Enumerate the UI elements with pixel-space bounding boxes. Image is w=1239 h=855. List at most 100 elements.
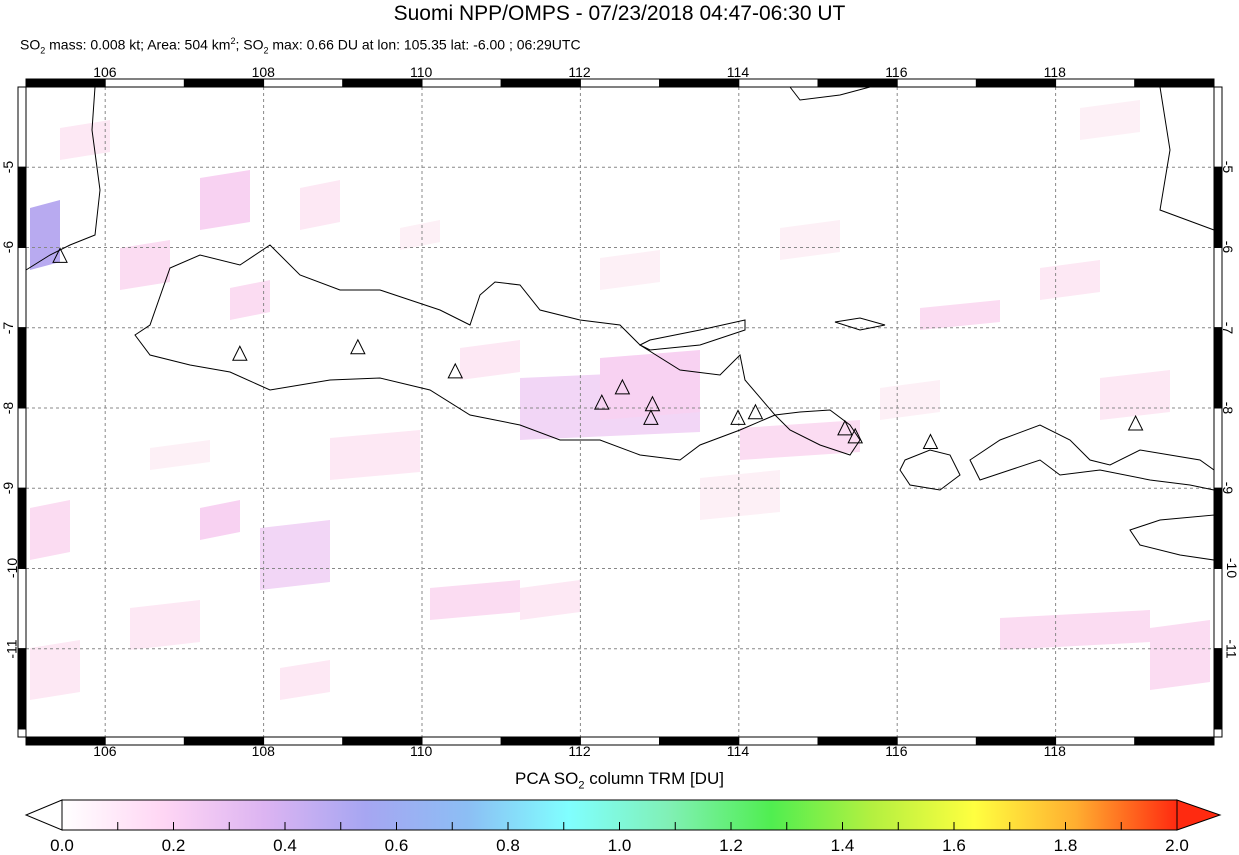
volcano-markers <box>52 247 1144 449</box>
frame-bar-right <box>1213 327 1223 409</box>
lat-tick-label-left: -6 <box>0 241 17 254</box>
colorbar-over-arrow <box>1176 799 1222 831</box>
subtitle-part: ; SO <box>235 36 264 53</box>
so2-patch <box>920 300 1000 330</box>
frame-bar-top <box>25 78 106 88</box>
frame-bar-bottom <box>579 736 661 746</box>
subscript: 2 <box>263 45 269 56</box>
lon-tick-label-top: 108 <box>251 64 275 80</box>
frame-bar-right <box>1213 567 1223 650</box>
so2-patch <box>1080 100 1140 140</box>
lat-tick-label-right: -8 <box>1220 401 1237 415</box>
colorbar-title-part: PCA SO <box>515 769 579 788</box>
coast-kalimantan <box>789 86 871 101</box>
lat-tick-label-left: -8 <box>0 401 17 415</box>
colorbar-tick-label: 0.8 <box>496 836 520 855</box>
coast-sumbawa <box>969 424 1215 491</box>
so2-patch <box>700 470 780 520</box>
so2-patch <box>520 580 580 620</box>
so2-patch <box>400 220 440 250</box>
frame-bar-top <box>183 78 265 88</box>
so2-patch <box>30 200 60 270</box>
so2-patch <box>1040 260 1100 300</box>
frame-bar-top <box>817 78 898 88</box>
lat-tick-label-left: -10 <box>4 558 21 579</box>
subtitle-part: SO <box>20 36 41 53</box>
volcano-triangle-icon <box>644 395 661 412</box>
colorbar-tick-label: 1.8 <box>1053 836 1078 855</box>
lat-tick-label-right: -11 <box>1223 639 1239 659</box>
frame-bar-top <box>1055 78 1136 88</box>
so2-patch <box>260 520 330 590</box>
frame-bar-left <box>17 648 27 730</box>
figure-title: Suomi NPP/OMPS - 07/23/2018 04:47-06:30 … <box>393 2 846 25</box>
lat-tick-label-right: -9 <box>1220 482 1237 495</box>
coast-madura <box>638 319 746 351</box>
colorbar-title: PCA SO2 column TRM [DU] <box>0 769 1239 791</box>
subtitle-part: max: 0.66 DU at lon: 105.35 lat: -6.00 ;… <box>268 36 581 53</box>
colorbar-tick-label: 0.4 <box>273 836 297 855</box>
colorbar-tick-label: 1.0 <box>607 836 632 855</box>
coast-sumba <box>1129 514 1215 561</box>
frame-bar-top <box>421 78 502 88</box>
so2-patch <box>230 280 270 320</box>
so2-patch <box>200 170 250 230</box>
volcano-triangle-icon <box>837 419 853 436</box>
frame-bar-top <box>263 78 344 88</box>
volcano-triangle-icon <box>614 378 631 395</box>
frame-bar-right <box>1213 86 1223 168</box>
lat-tick-label-left: -11 <box>3 639 20 659</box>
frame-bar-left <box>17 487 27 569</box>
frame-bar-bottom <box>1055 736 1136 746</box>
coast-sulawesi <box>1159 86 1215 231</box>
so2-patch <box>280 660 330 700</box>
so2-patches <box>30 100 1210 700</box>
lat-tick-label-left: -7 <box>0 321 17 334</box>
frame-bar-left <box>17 567 27 650</box>
frame-bar-right <box>1213 648 1223 730</box>
colorbar-tick-label: 1.6 <box>942 836 966 855</box>
frame-bar-bottom <box>263 736 344 746</box>
lon-tick-label-bottom: 116 <box>885 743 908 759</box>
frame-bar-right <box>1213 487 1223 569</box>
so2-patch <box>300 180 340 230</box>
so2-patch <box>1000 610 1150 650</box>
coast-sumatra <box>25 86 101 271</box>
grid-lines <box>26 87 1214 737</box>
frame-bar-bottom <box>1134 736 1215 746</box>
frame-bar-right <box>1213 728 1223 738</box>
volcano-triangle-icon <box>52 247 68 263</box>
lon-tick-label-bottom: 112 <box>568 743 591 759</box>
frame-bar-top <box>975 78 1057 88</box>
frame-bar-top <box>500 78 581 88</box>
lon-tick-label-top: 116 <box>885 64 908 80</box>
subscript: 2 <box>578 779 585 792</box>
frame-bar-top <box>104 78 185 88</box>
volcano-triangle-icon <box>593 394 610 410</box>
coast-kangean <box>834 317 886 331</box>
frame-bar-bottom <box>738 736 819 746</box>
so2-patch <box>880 380 940 420</box>
colorbar-tick-label: 0.2 <box>161 836 186 855</box>
frame-bar-bottom <box>896 736 977 746</box>
colorbar-tick-label: 1.2 <box>719 836 743 855</box>
frame-bar-left <box>17 86 27 168</box>
colorbar-tick-label: 0.0 <box>50 836 74 855</box>
frame-bar-top <box>659 78 740 88</box>
so2-patch <box>30 500 70 560</box>
frame-bar-right <box>1213 407 1223 489</box>
so2-patch <box>330 430 420 480</box>
lon-tick-label-bottom: 110 <box>410 743 433 759</box>
volcano-triangle-icon <box>747 403 764 420</box>
frame-bar-top <box>896 78 977 88</box>
frame-bar-left <box>17 407 27 489</box>
coast-lombok <box>899 449 961 491</box>
volcano-triangle-icon <box>1127 414 1144 431</box>
volcano-triangle-icon <box>447 362 464 379</box>
lon-tick-label-top: 106 <box>93 64 117 80</box>
figure-subtitle: SO2 mass: 0.008 kt; Area: 504 km2; SO2 m… <box>20 36 581 55</box>
colorbar-ticks <box>117 822 1122 830</box>
lat-tick-label-left: -9 <box>0 482 17 495</box>
